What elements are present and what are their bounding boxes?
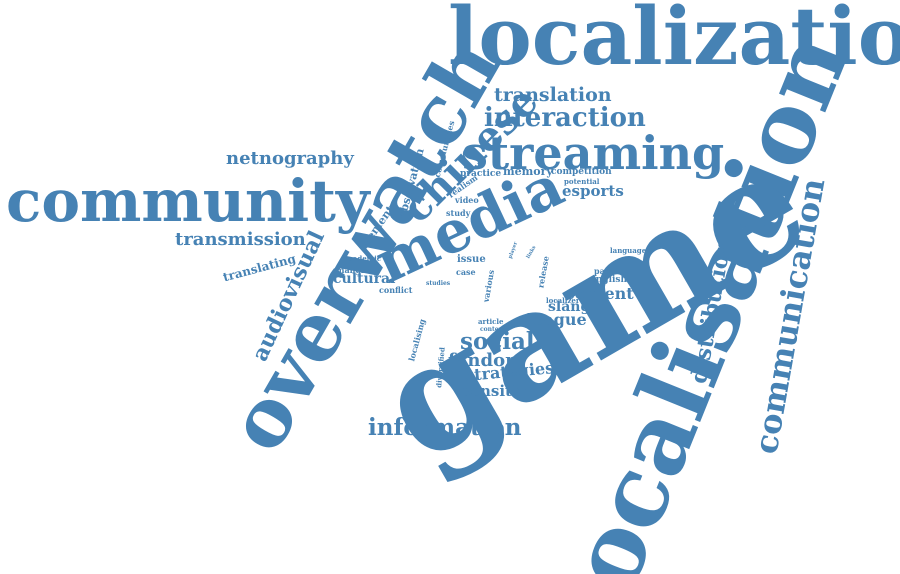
word-parent: parent: [594, 267, 624, 275]
word-information: information: [368, 416, 521, 439]
word-localizer: localizer: [546, 297, 580, 304]
word-esports: esports: [562, 184, 624, 199]
word-studies: studies: [426, 281, 450, 287]
word-community: community: [6, 172, 370, 230]
word-english: english: [590, 276, 627, 285]
word-video: video: [455, 196, 479, 204]
word-mangiron: mangiron: [336, 266, 379, 274]
word-competition: competition: [551, 168, 612, 177]
word-interaction: interaction: [484, 105, 646, 131]
word-conflict: conflict: [379, 286, 412, 294]
word-transmission: transmission: [175, 231, 306, 249]
word-issue: issue: [457, 255, 486, 265]
word-sensitive: sensitive: [462, 384, 536, 399]
word-language: language: [610, 247, 646, 254]
word-translation: translation: [494, 86, 612, 105]
word-memory: memory: [503, 166, 553, 177]
word-academic: academic: [344, 255, 381, 262]
word-article: article: [478, 318, 504, 325]
word-potential: potential: [564, 178, 599, 185]
word-study: study: [446, 209, 470, 217]
word-netnography: netnography: [226, 150, 354, 168]
word-context: context: [480, 327, 505, 333]
word-case: case: [456, 268, 476, 276]
